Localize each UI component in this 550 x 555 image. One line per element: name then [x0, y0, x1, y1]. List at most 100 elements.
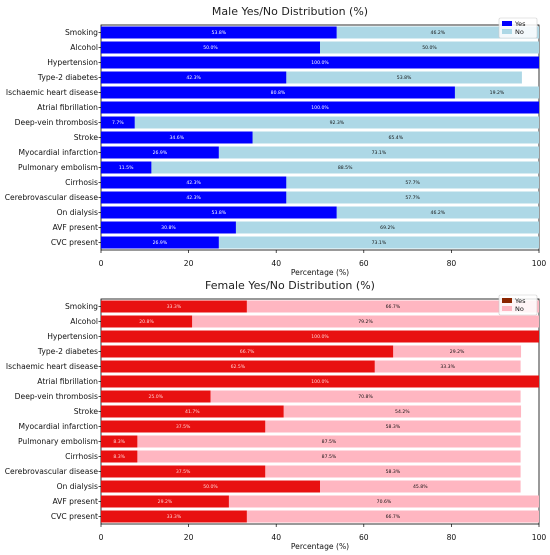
male-data-label-yes: 7.7%	[112, 120, 124, 126]
male-bar-no	[134, 116, 539, 129]
female-legend-swatch-no	[502, 306, 512, 311]
female-legend-label-no: No	[515, 305, 524, 313]
male-data-label-yes: 42.3%	[186, 75, 201, 81]
female-x-axis-label: Percentage (%)	[291, 542, 349, 551]
female-bar-no	[137, 450, 521, 463]
female-bar-yes	[101, 360, 375, 373]
female-category-label: Hypertension	[47, 332, 98, 341]
male-category-label: AVF present	[52, 223, 98, 232]
male-data-label-yes: 53.8%	[212, 30, 227, 36]
female-bar-no	[374, 360, 521, 373]
male-data-label-no: 73.1%	[372, 150, 387, 156]
female-category-label: Cerebrovascular disease	[5, 467, 99, 476]
female-category-label: AVF present	[52, 497, 98, 506]
male-category-label: Cirrhosis	[65, 178, 98, 187]
female-bar-yes	[101, 435, 138, 448]
female-bar-yes	[101, 375, 539, 388]
male-x-tick-label: 80	[447, 259, 457, 268]
male-bar-yes	[101, 191, 287, 204]
male-bar-no	[252, 131, 539, 144]
male-bar-yes	[101, 71, 287, 84]
female-category-label: Myocardial infarction	[18, 422, 98, 431]
male-bar-no	[235, 221, 540, 234]
female-category-label: On dialysis	[57, 482, 98, 491]
male-category-label: Cerebrovascular disease	[5, 193, 99, 202]
male-data-label-yes: 11.5%	[119, 165, 134, 171]
female-data-label-no: 58.3%	[386, 424, 401, 430]
male-data-label-no: 73.1%	[372, 240, 387, 246]
male-legend-swatch-yes	[502, 21, 512, 26]
female-data-label-yes: 100.0%	[311, 334, 329, 340]
male-bar-yes	[101, 116, 135, 129]
female-data-label-no: 33.3%	[440, 364, 455, 370]
female-chart-title: Female Yes/No Distribution (%)	[205, 279, 375, 292]
female-bar-yes	[101, 450, 138, 463]
male-data-label-no: 53.8%	[397, 75, 412, 81]
male-bar-yes	[101, 221, 236, 234]
male-data-label-yes: 100.0%	[311, 60, 329, 66]
female-data-label-yes: 41.7%	[185, 409, 200, 415]
male-category-label: Hypertension	[47, 58, 98, 67]
male-bar-yes	[101, 26, 337, 39]
female-bar-no	[265, 420, 521, 433]
female-data-label-no: 58.3%	[386, 469, 401, 475]
female-category-label: Ischaemic heart disease	[6, 362, 98, 371]
female-data-label-yes: 25.0%	[148, 394, 163, 400]
female-data-label-yes: 66.7%	[240, 349, 255, 355]
female-category-label: Type-2 diabetes	[37, 347, 98, 356]
male-data-label-yes: 42.3%	[186, 180, 201, 186]
female-bar-no	[393, 345, 522, 358]
male-chart: Male Yes/No Distribution (%) Smoking 53.8%…	[5, 5, 547, 277]
male-x-axis-label: Percentage (%)	[291, 268, 349, 277]
female-x-tick-label: 100	[532, 533, 547, 542]
female-bar-yes	[101, 345, 394, 358]
male-bar-no	[286, 176, 539, 189]
female-x-tick-label: 0	[99, 533, 104, 542]
male-bar-yes	[101, 176, 287, 189]
male-x-tick-label: 40	[271, 259, 281, 268]
female-data-label-no: 66.7%	[386, 304, 401, 310]
male-bar-yes	[101, 161, 152, 174]
female-data-label-no: 54.2%	[395, 409, 410, 415]
male-data-label-no: 57.7%	[405, 180, 420, 186]
male-data-label-yes: 30.8%	[161, 225, 176, 231]
male-data-label-no: 46.2%	[431, 30, 446, 36]
female-x-tick-label: 80	[447, 533, 457, 542]
male-category-label: Pulmonary embolism	[18, 163, 98, 172]
male-bar-no	[336, 206, 539, 219]
female-data-label-yes: 33.3%	[167, 304, 182, 310]
male-category-label: Smoking	[65, 28, 98, 37]
female-legend-swatch-yes	[502, 298, 512, 303]
female-data-label-yes: 62.5%	[231, 364, 246, 370]
male-data-label-yes: 80.8%	[271, 90, 286, 96]
male-data-label-yes: 26.9%	[153, 240, 168, 246]
male-data-label-yes: 34.6%	[169, 135, 184, 141]
male-bar-yes	[101, 41, 320, 54]
male-legend-label-no: No	[515, 28, 524, 36]
male-data-label-yes: 26.9%	[153, 150, 168, 156]
female-bar-yes	[101, 405, 284, 418]
male-data-label-no: 69.2%	[380, 225, 395, 231]
female-category-label: Pulmonary embolism	[18, 437, 98, 446]
male-data-label-no: 92.3%	[330, 120, 345, 126]
male-bar-no	[218, 236, 539, 249]
male-bar-yes	[101, 56, 539, 69]
female-bar-yes	[101, 480, 320, 493]
female-data-label-no: 87.5%	[322, 454, 337, 460]
female-data-label-no: 29.2%	[450, 349, 465, 355]
male-bar-yes	[101, 236, 219, 249]
male-data-label-no: 50.0%	[422, 45, 437, 51]
male-category-label: On dialysis	[57, 208, 98, 217]
male-bar-no	[218, 146, 539, 159]
male-bar-yes	[101, 131, 253, 144]
male-bar-no	[286, 71, 522, 84]
male-category-label: CVC present	[51, 238, 98, 247]
female-data-label-no: 70.8%	[358, 394, 373, 400]
female-bar-no	[246, 510, 539, 523]
male-bar-yes	[101, 206, 337, 219]
female-bar-no	[265, 465, 521, 478]
male-bar-no	[151, 161, 539, 174]
female-category-label: CVC present	[51, 512, 98, 521]
female-bar-yes	[101, 315, 193, 328]
